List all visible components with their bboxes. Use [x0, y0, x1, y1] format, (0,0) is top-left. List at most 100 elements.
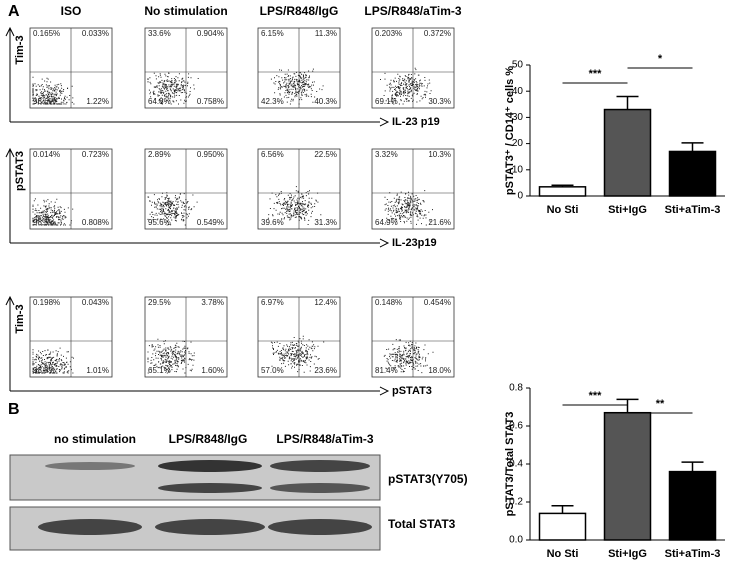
y-axis-label: Tim-3 [14, 304, 26, 333]
quadrant-percent: 98.5% [33, 218, 56, 227]
quadrant-percent: 0.043% [82, 298, 109, 307]
arrow-head [379, 386, 390, 396]
y-tick-label: 10 [512, 164, 524, 175]
band-label: Total STAT3 [388, 517, 456, 531]
quadrant-percent: 57.0% [261, 366, 284, 375]
events [32, 347, 74, 374]
quadrant-percent: 64.8% [148, 97, 171, 106]
y-tick-label: 30 [512, 112, 524, 123]
quadrant-percent: 1.22% [86, 97, 109, 106]
events [32, 198, 74, 226]
x-axis-label: IL-23 p19 [392, 116, 440, 128]
quadrant-percent: 98.6% [33, 97, 56, 106]
quadrant-percent: 64.9% [375, 218, 398, 227]
events [270, 335, 325, 373]
x-tick-label: No Sti [547, 548, 579, 560]
quadrant-percent: 95.6% [148, 218, 171, 227]
quadrant-percent: 6.56% [261, 150, 284, 159]
events [267, 186, 322, 225]
quadrant-percent: 21.6% [428, 218, 451, 227]
y-axis-label: pSTAT3⁺ / CD14⁺ cells % [504, 66, 516, 195]
quadrant-percent: 6.97% [261, 298, 284, 307]
y-axis-label: pSTAT3 [14, 151, 26, 191]
band [45, 462, 135, 470]
events [270, 68, 324, 105]
quadrant-percent: 1.60% [201, 366, 224, 375]
arrow-head [5, 147, 15, 158]
quadrant-percent: 30.3% [428, 97, 451, 106]
quadrant-percent: 40.3% [314, 97, 337, 106]
quadrant-percent: 31.3% [314, 218, 337, 227]
quadrant-percent: 0.014% [33, 150, 60, 159]
quadrant-percent: 33.6% [148, 29, 171, 38]
events [147, 338, 195, 374]
column-header: ISO [61, 4, 82, 18]
significance-label: *** [589, 390, 603, 402]
y-tick-label: 0.0 [509, 535, 523, 546]
quadrant-percent: 69.1% [375, 97, 398, 106]
quadrant-percent: 0.165% [33, 29, 60, 38]
column-header: No stimulation [144, 4, 227, 18]
band [155, 519, 265, 535]
bar [668, 150, 717, 197]
quadrant-percent: 11.3% [315, 29, 337, 38]
x-tick-label: Sti+aTim-3 [665, 548, 721, 560]
bar [668, 470, 717, 541]
quadrant-percent: 0.198% [33, 298, 60, 307]
x-tick-label: No Sti [547, 204, 579, 216]
band [270, 460, 370, 472]
column-header: LPS/R848/aTim-3 [364, 4, 461, 18]
arrow-head [379, 117, 390, 127]
band [270, 483, 370, 493]
quadrant-percent: 0.950% [197, 150, 224, 159]
quadrant-percent: 3.32% [375, 150, 398, 159]
x-tick-label: Sti+aTim-3 [665, 204, 721, 216]
quadrant-percent: 2.89% [148, 150, 171, 159]
events [32, 76, 75, 105]
quadrant-percent: 0.203% [375, 29, 402, 38]
bar [603, 108, 652, 197]
x-axis-label: IL-23p19 [392, 237, 437, 249]
quadrant-percent: 0.372% [424, 29, 451, 38]
y-tick-label: 50 [512, 60, 524, 71]
quadrant-percent: 98.8% [33, 366, 56, 375]
events [383, 339, 434, 374]
quadrant-percent: 42.3% [261, 97, 284, 106]
events [380, 67, 432, 105]
x-tick-label: Sti+IgG [608, 548, 647, 560]
panel-label: B [8, 401, 20, 418]
significance-label: * [658, 53, 663, 65]
panel-label: A [8, 3, 20, 20]
bar [603, 411, 652, 541]
quadrant-percent: 0.148% [375, 298, 402, 307]
lane-label: LPS/R848/aTim-3 [276, 432, 373, 446]
bar [538, 512, 587, 541]
quadrant-percent: 0.723% [82, 150, 109, 159]
quadrant-percent: 0.758% [197, 97, 224, 106]
quadrant-percent: 3.78% [201, 298, 224, 307]
significance-label: *** [589, 68, 603, 80]
events [147, 72, 199, 105]
band-label: pSTAT3(Y705) [388, 472, 468, 486]
y-tick-label: 0.2 [509, 497, 523, 508]
x-tick-label: Sti+IgG [608, 204, 647, 216]
y-axis-label: pSTAT3/Total STAT3 [504, 412, 516, 517]
quadrant-percent: 65.1% [148, 366, 171, 375]
bar [538, 186, 587, 197]
events [147, 192, 198, 226]
y-tick-label: 0.6 [509, 421, 523, 432]
y-axis-label: Tim-3 [14, 35, 26, 64]
quadrant-percent: 6.15% [261, 29, 284, 38]
band [158, 483, 262, 493]
quadrant-percent: 23.6% [314, 366, 337, 375]
lane-label: no stimulation [54, 432, 136, 446]
quadrant-percent: 18.0% [428, 366, 451, 375]
quadrant-percent: 1.01% [86, 366, 109, 375]
quadrant-percent: 0.904% [197, 29, 224, 38]
arrow-head [5, 26, 15, 37]
significance-label: ** [656, 398, 665, 410]
y-tick-label: 0.4 [509, 459, 523, 470]
quadrant-percent: 0.454% [424, 298, 451, 307]
band [38, 519, 142, 535]
